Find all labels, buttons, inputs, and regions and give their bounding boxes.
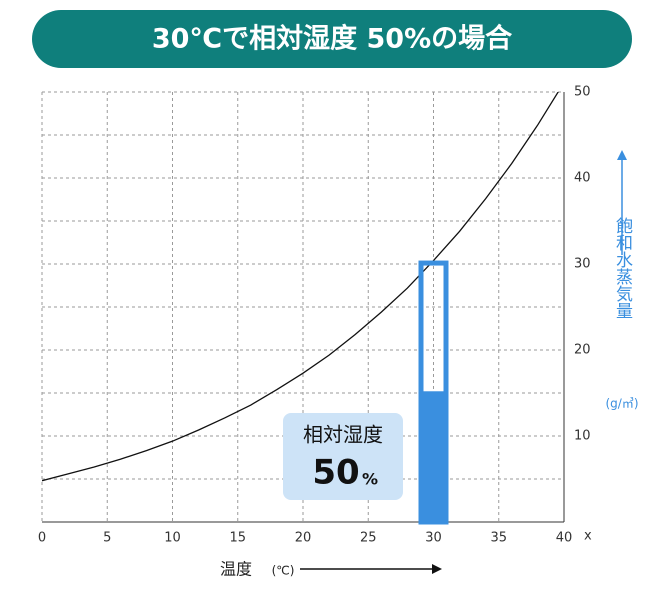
x-arrow-head [432, 564, 442, 574]
x-suffix: x [584, 529, 592, 544]
humidity-box [283, 413, 403, 500]
x-tick-label: 25 [360, 531, 377, 546]
x-tick-label: 30 [425, 531, 442, 546]
x-tick-label: 40 [556, 531, 573, 546]
x-label: 温度 [220, 560, 252, 579]
x-tick-label: 35 [490, 531, 507, 546]
x-tick-label: 10 [164, 531, 181, 546]
y-tick-label: 40 [574, 171, 591, 186]
title-banner [32, 10, 632, 68]
x-tick-label: 0 [38, 531, 46, 546]
curve [42, 92, 559, 482]
x-tick-label: 15 [229, 531, 246, 546]
y-label-unit: (g/㎥) [605, 397, 638, 411]
y-tick-label: 50 [574, 85, 591, 100]
y-label: 飽和水蒸気量 [612, 217, 633, 319]
x-tick-label: 5 [103, 531, 111, 546]
y-tick-label: 10 [574, 429, 591, 444]
humidity-unit: % [362, 470, 378, 489]
humidity-number: 50 [312, 453, 359, 493]
humidity-text: 相対湿度 [303, 423, 383, 447]
y-tick-label: 30 [574, 257, 591, 272]
x-tick-label: 20 [295, 531, 312, 546]
y-arrow-head [617, 150, 627, 160]
y-tick-label: 20 [574, 343, 591, 358]
bar-capacity [418, 260, 449, 525]
chart-title: 30℃で相対湿度 50%の場合 [152, 23, 512, 55]
x-label-unit: (℃) [272, 564, 295, 578]
